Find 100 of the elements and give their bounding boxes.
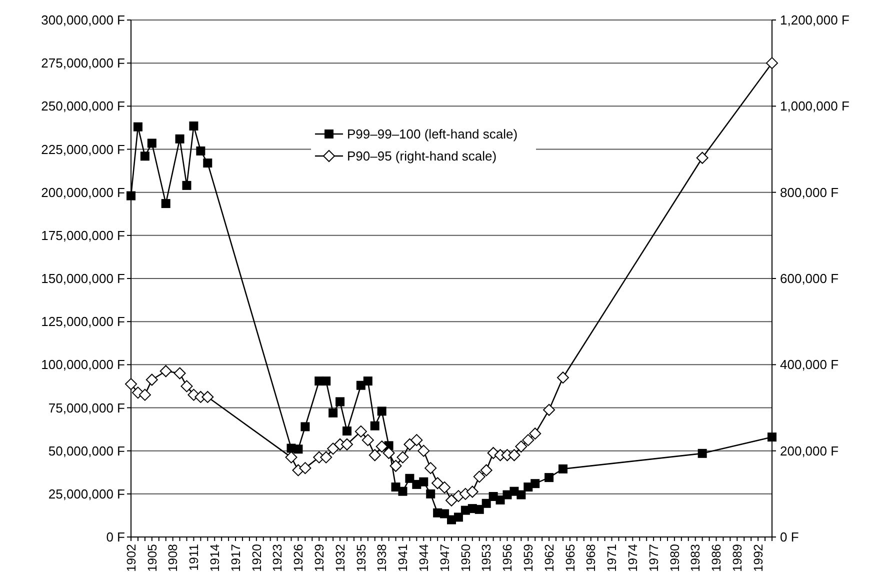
point <box>418 444 430 457</box>
point <box>370 421 380 430</box>
point <box>390 460 402 472</box>
point <box>446 494 458 506</box>
x-tick-label: 1902 <box>124 544 138 572</box>
point <box>516 490 526 500</box>
y-tick-label: 25,000,000 F <box>48 486 126 502</box>
point <box>377 406 386 416</box>
point <box>126 191 136 200</box>
point <box>299 462 312 474</box>
point <box>515 440 528 453</box>
point <box>196 146 206 156</box>
point <box>362 434 374 446</box>
point <box>322 376 331 386</box>
x-tick-label: 1959 <box>522 544 536 572</box>
x-tick-label: 1953 <box>480 544 494 572</box>
x-tick-label: 1965 <box>563 544 578 572</box>
point <box>376 440 388 453</box>
y2-tick-label: 1,200,000 F <box>780 12 850 28</box>
point <box>419 477 428 486</box>
point <box>438 481 451 494</box>
point <box>396 451 409 464</box>
y-tick-label: 250,000,000 F <box>41 98 126 114</box>
x-tick-label: 1989 <box>730 544 745 572</box>
point <box>698 448 707 458</box>
x-tick-label: 1974 <box>626 544 640 572</box>
point <box>189 121 198 130</box>
point <box>180 380 193 392</box>
x-tick-label: 1911 <box>187 544 202 571</box>
point <box>440 509 450 518</box>
y-tick-label: 50,000,000 F <box>48 443 126 458</box>
x-tick-label: 1926 <box>292 544 306 572</box>
y2-tick-label: 200,000 F <box>780 443 839 458</box>
point <box>410 434 423 446</box>
point <box>300 422 310 432</box>
point <box>405 474 414 483</box>
point <box>340 438 353 450</box>
y-tick-label: 300,000,000 F <box>41 12 126 28</box>
point <box>294 444 303 454</box>
x-tick-label: 1971 <box>605 544 620 572</box>
point <box>426 489 436 498</box>
x-tick-label: 1977 <box>646 544 661 572</box>
x-tick-label: 1935 <box>354 544 368 572</box>
x-tick-label: 1980 <box>668 544 682 572</box>
point <box>454 512 463 522</box>
x-tick-label: 1956 <box>500 544 515 572</box>
x-tick-label: 1950 <box>458 544 473 572</box>
point <box>161 199 170 208</box>
point <box>474 504 484 514</box>
point <box>544 473 554 482</box>
legend-label: P90–95 (right-hand scale) <box>347 148 497 164</box>
point <box>363 376 372 386</box>
point <box>404 438 416 450</box>
y-tick-label: 200,000,000 F <box>41 184 126 200</box>
point <box>543 404 556 416</box>
point <box>133 122 142 132</box>
point <box>558 464 568 474</box>
x-tick-label: 1905 <box>145 544 160 572</box>
y-tick-label: 175,000,000 F <box>41 228 126 243</box>
y2-tick-label: 0 F <box>780 530 799 545</box>
point <box>696 152 708 164</box>
x-tick-label: 1947 <box>438 544 452 572</box>
point <box>482 498 491 508</box>
point <box>342 426 352 436</box>
y-tick-label: 150,000,000 F <box>41 271 126 286</box>
point <box>285 451 298 464</box>
point <box>522 434 534 446</box>
point <box>382 446 395 459</box>
point <box>480 464 492 476</box>
y2-tick-label: 1,000,000 F <box>780 98 850 114</box>
point <box>138 388 151 401</box>
point <box>508 449 520 462</box>
y-tick-label: 100,000,000 F <box>41 357 126 372</box>
point <box>320 451 332 464</box>
x-tick-label: 1968 <box>584 544 598 572</box>
x-tick-label: 1941 <box>396 544 410 572</box>
x-tick-label: 1992 <box>751 544 766 572</box>
point <box>530 479 540 488</box>
x-tick-label: 1986 <box>710 544 724 572</box>
y-tick-label: 75,000,000 F <box>48 400 126 416</box>
point <box>768 432 776 442</box>
x-tick-label: 1929 <box>312 544 326 572</box>
point <box>398 486 408 496</box>
point <box>368 449 381 462</box>
x-tick-label: 1908 <box>166 544 180 572</box>
x-tick-label: 1914 <box>208 544 222 572</box>
point <box>328 408 338 418</box>
x-tick-label: 1944 <box>417 544 432 572</box>
x-tick-label: 1983 <box>688 544 703 572</box>
legend-label: P99–99–100 (left-hand scale) <box>347 126 518 142</box>
point <box>140 152 150 161</box>
point <box>473 470 486 483</box>
x-tick-label: 1917 <box>228 544 243 572</box>
y-tick-label: 275,000,000 F <box>41 56 126 71</box>
x-tick-label: 1962 <box>542 544 556 572</box>
point <box>432 477 444 490</box>
x-tick-label: 1932 <box>333 544 348 572</box>
point <box>182 180 192 190</box>
x-tick-label: 1920 <box>250 544 264 572</box>
x-tick-label: 1938 <box>375 544 390 572</box>
